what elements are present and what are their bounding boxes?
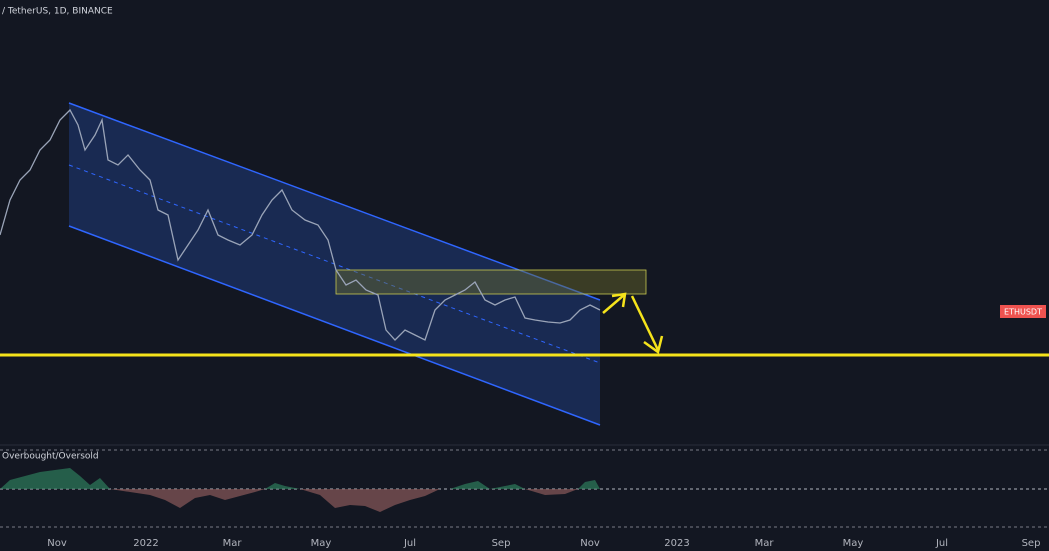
- price-tag-label: ETHUSDT: [1004, 308, 1042, 317]
- oscillator-up: [578, 480, 600, 489]
- time-label: May: [843, 538, 864, 549]
- oscillator-up: [0, 468, 110, 489]
- time-label: 2023: [664, 538, 689, 549]
- oscillator-up: [450, 481, 525, 489]
- time-label: Sep: [492, 538, 511, 549]
- time-label: Mar: [223, 538, 243, 549]
- time-label: 2022: [133, 538, 158, 549]
- symbol-header: / TetherUS, 1D, BINANCE: [2, 7, 113, 17]
- time-label: Jul: [935, 538, 948, 549]
- indicator-title: Overbought/Oversold: [2, 452, 99, 462]
- time-label: May: [311, 538, 332, 549]
- channel-upper: [68, 102, 601, 301]
- oscillator-up: [265, 483, 300, 489]
- oscillator-down: [110, 489, 265, 508]
- arrow-up: [602, 294, 625, 314]
- time-label: Mar: [755, 538, 775, 549]
- channel-lower: [68, 225, 601, 426]
- time-label: Nov: [580, 538, 600, 549]
- time-label: Nov: [47, 538, 67, 549]
- price-line: [0, 108, 601, 341]
- oscillator-down: [525, 489, 578, 495]
- time-axis: Nov 2022 Mar May Jul Sep Nov 2023 Mar May Jul Sep: [47, 538, 1040, 549]
- arrow-down-head: [643, 335, 664, 355]
- arrow-up-head: [611, 292, 627, 308]
- oscillator-down: [300, 489, 440, 512]
- time-label: Sep: [1022, 538, 1041, 549]
- resistance-zone: [335, 269, 647, 295]
- price-tag: [1000, 305, 1046, 318]
- arrow-down: [630, 295, 660, 351]
- time-label: Jul: [403, 538, 416, 549]
